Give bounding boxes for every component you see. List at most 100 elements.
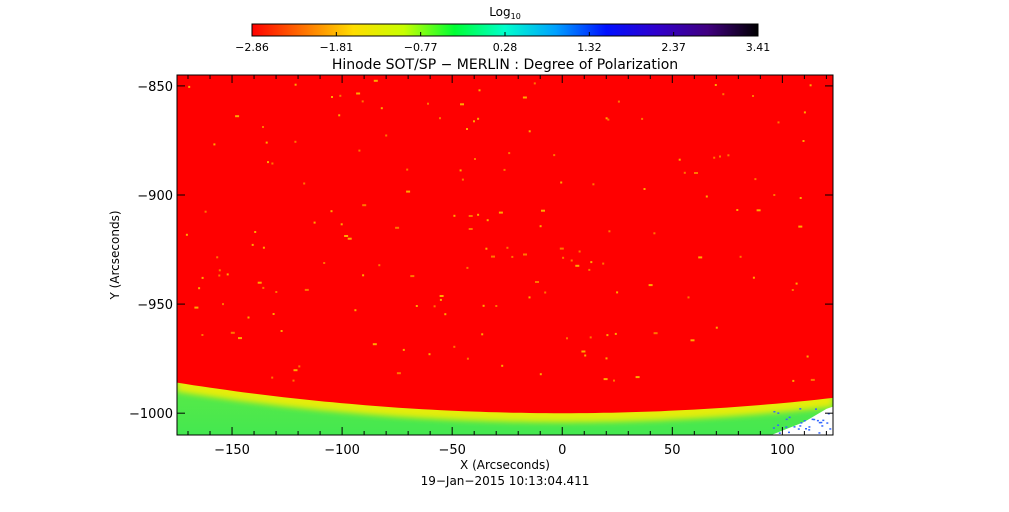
polarization-point xyxy=(541,209,545,212)
edge-point xyxy=(799,408,802,410)
plot-frame xyxy=(176,74,834,436)
polarization-point xyxy=(592,183,595,186)
polarization-point xyxy=(575,264,580,267)
edge-point xyxy=(793,426,796,428)
polarization-point xyxy=(257,281,262,284)
polarization-point xyxy=(262,286,265,289)
polarization-point xyxy=(705,195,708,198)
colorbar-ticks: −2.86 −1.81 −0.77 0.28 1.32 2.37 3.41 xyxy=(235,32,770,54)
polarization-point xyxy=(410,275,415,278)
polarization-point xyxy=(427,102,429,105)
colorbar-tick-label: 0.28 xyxy=(493,41,518,54)
polarization-point xyxy=(606,334,609,337)
polarization-point xyxy=(444,313,447,316)
polarization-point xyxy=(795,282,798,285)
polarization-point xyxy=(589,336,592,339)
polarization-point xyxy=(238,337,242,340)
polarization-point xyxy=(439,298,442,301)
polarization-point xyxy=(791,289,794,291)
polarization-point xyxy=(802,140,805,142)
polarization-point xyxy=(466,357,469,360)
edge-point xyxy=(821,425,824,427)
polarization-point xyxy=(226,273,229,276)
polarization-point xyxy=(683,171,686,174)
edge-point xyxy=(785,418,788,421)
polarization-point xyxy=(588,268,591,271)
polarization-point xyxy=(799,197,802,199)
polarization-point xyxy=(603,378,608,381)
edge-point xyxy=(772,427,775,429)
polarization-point xyxy=(262,126,264,128)
plot-area xyxy=(177,75,833,435)
polarization-point xyxy=(522,96,527,99)
polarization-point xyxy=(528,296,531,299)
polarization-point xyxy=(614,332,617,335)
polarization-point xyxy=(396,372,401,375)
polarization-point xyxy=(428,353,431,356)
polarization-point xyxy=(331,96,333,98)
polarization-point xyxy=(777,121,780,124)
polarization-point xyxy=(347,237,352,240)
polarization-point xyxy=(385,134,388,137)
polarization-point xyxy=(739,255,742,258)
polarization-point xyxy=(185,233,188,236)
polarization-point xyxy=(501,364,504,367)
polarization-point xyxy=(395,226,400,229)
polarization-point xyxy=(798,225,803,228)
polarization-point xyxy=(584,354,587,357)
polarization-point xyxy=(608,230,611,233)
polarization-point xyxy=(544,291,547,294)
edge-point xyxy=(777,412,780,414)
polarization-point xyxy=(271,162,274,165)
polarization-point xyxy=(460,103,464,106)
polarization-point xyxy=(251,243,254,246)
polarization-point xyxy=(643,188,646,190)
edge-point xyxy=(822,419,825,422)
polarization-point xyxy=(218,269,221,272)
polarization-point xyxy=(292,379,295,382)
polarization-point xyxy=(570,259,573,262)
polarization-point xyxy=(406,190,411,193)
polarization-point xyxy=(719,155,721,158)
polarization-point xyxy=(303,182,306,185)
y-tick-label: −900 xyxy=(137,189,173,204)
edge-point xyxy=(829,428,832,430)
polarization-point xyxy=(560,181,563,184)
polarization-point xyxy=(473,120,475,123)
polarization-point xyxy=(648,284,653,287)
colorbar-tick-label: 3.41 xyxy=(746,41,771,54)
polarization-point xyxy=(230,331,235,334)
y-tick-label: −950 xyxy=(137,298,173,313)
polarization-point xyxy=(506,246,509,249)
polarization-point xyxy=(378,264,381,267)
polarization-point xyxy=(533,82,536,85)
polarization-point xyxy=(275,291,278,293)
polarization-point xyxy=(356,92,361,95)
polarization-point xyxy=(539,373,542,376)
polarization-point xyxy=(698,256,703,259)
edge-point xyxy=(805,428,807,430)
polarization-point xyxy=(194,306,199,309)
polarization-point xyxy=(562,256,565,259)
polarization-point xyxy=(453,345,456,348)
polarization-point xyxy=(752,276,755,279)
polarization-point xyxy=(338,114,341,117)
polarization-point xyxy=(323,262,326,264)
polarization-point xyxy=(201,276,204,279)
polarization-point xyxy=(373,79,378,82)
polarization-point xyxy=(602,262,605,265)
polarization-points xyxy=(185,79,832,434)
polarization-point xyxy=(254,231,257,233)
polarization-point xyxy=(511,255,514,258)
polarization-point xyxy=(478,89,481,92)
chart-title: Hinode SOT/SP − MERLIN : Degree of Polar… xyxy=(332,57,678,73)
polarization-point xyxy=(752,95,754,97)
polarization-point xyxy=(756,209,761,212)
edge-point xyxy=(818,432,821,434)
polarization-point xyxy=(754,178,757,181)
polarization-point xyxy=(272,313,275,315)
polarization-point xyxy=(495,305,498,307)
polarization-point xyxy=(354,309,357,312)
polarization-point xyxy=(304,288,309,291)
polarization-point xyxy=(330,210,333,213)
